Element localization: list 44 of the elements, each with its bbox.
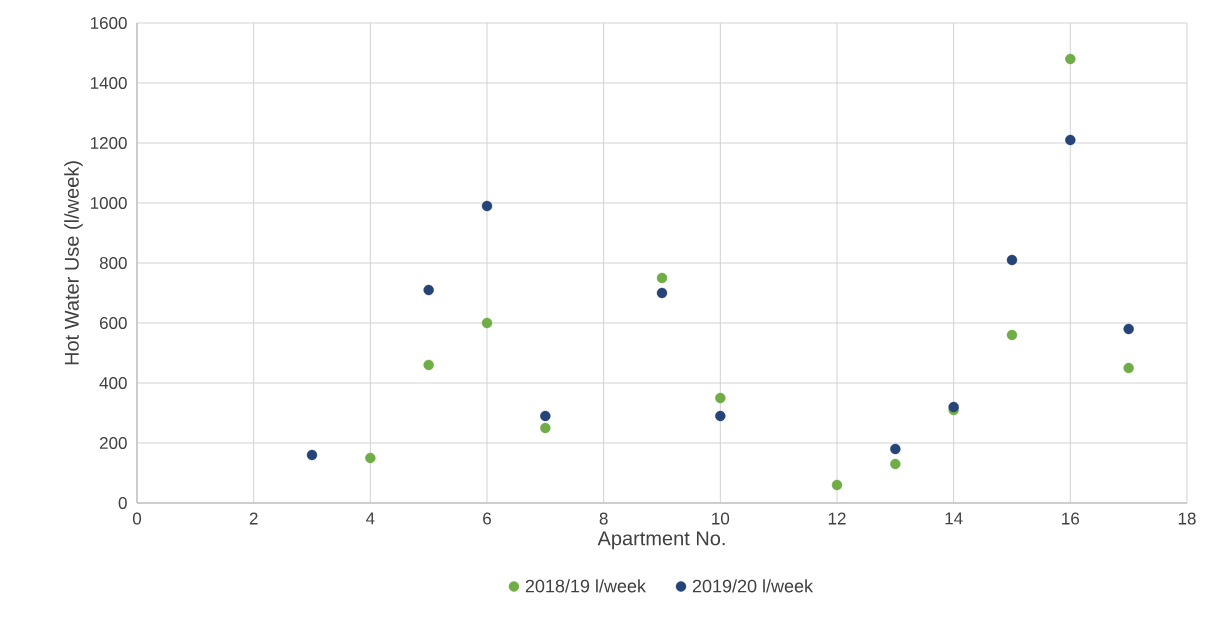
point (1123, 362, 1134, 374)
y-axis-title: Hot Water Use (l/week) (64, 161, 83, 365)
point (481, 200, 493, 212)
x-tick-label: 0 (132, 512, 142, 525)
point (1065, 134, 1076, 146)
point (890, 458, 901, 470)
point (1006, 329, 1018, 341)
point (1065, 53, 1076, 65)
point (481, 317, 493, 329)
y-tick-label: 1000 (90, 196, 127, 210)
point (306, 449, 318, 461)
point (831, 479, 843, 491)
point (540, 422, 551, 434)
point (365, 452, 376, 464)
x-tick-label: 8 (599, 512, 608, 525)
x-tick-label: 16 (1062, 512, 1080, 525)
x-tick-label: 14 (945, 512, 963, 525)
legend-label: 2019/20 l/week (692, 579, 814, 593)
y-tick-label: 200 (99, 436, 127, 450)
x-tick-label: 6 (483, 512, 491, 525)
point (656, 272, 668, 284)
y-tick-label: 1600 (90, 16, 127, 30)
x-tick-label: 18 (1178, 512, 1196, 525)
point (1006, 254, 1018, 266)
point (540, 410, 551, 422)
x-tick-label: 2 (249, 512, 258, 525)
x-axis-title: Apartment No. (597, 531, 725, 550)
x-tick-label: 10 (712, 512, 730, 525)
x-tick-label: 12 (828, 512, 846, 525)
y-tick-label: 600 (99, 316, 127, 330)
point (423, 284, 434, 296)
y-tick-label: 0 (118, 496, 127, 510)
y-tick-label: 1200 (90, 136, 127, 150)
y-tick-label: 1400 (90, 76, 127, 90)
y-tick-label: 800 (99, 256, 127, 270)
point (1123, 323, 1134, 335)
point (423, 359, 434, 371)
point (890, 443, 901, 455)
point (715, 392, 726, 404)
legend-label: 2018/19 l/week (525, 579, 646, 593)
x-tick-label: 4 (366, 512, 375, 525)
point (656, 287, 668, 299)
y-tick-label: 400 (99, 376, 127, 390)
point (715, 410, 726, 422)
